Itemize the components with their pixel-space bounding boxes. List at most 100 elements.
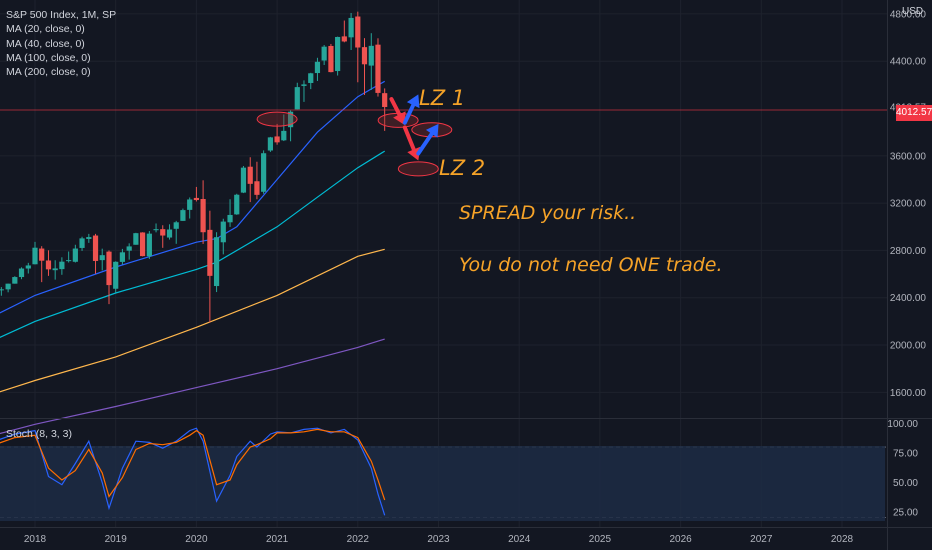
candle-body[interactable]: [160, 229, 166, 236]
candle-body[interactable]: [267, 137, 274, 151]
price-tick-label: 4400.00: [890, 57, 927, 68]
candle-body[interactable]: [254, 181, 260, 195]
candle-body[interactable]: [153, 229, 159, 231]
candle-body[interactable]: [25, 265, 31, 269]
up-arrow-head[interactable]: [406, 94, 420, 109]
candle-body[interactable]: [39, 248, 45, 261]
price-tick-label: 2000.00: [890, 341, 927, 352]
time-tick-label: 2027: [750, 534, 773, 545]
candle-body[interactable]: [126, 246, 132, 251]
price-tick-label: 2400.00: [890, 293, 927, 304]
stochastic-lines: [0, 427, 386, 516]
ma-20-label[interactable]: MA (20, close, 0): [6, 23, 85, 36]
symbol-title[interactable]: S&P 500 Index, 1M, SP: [6, 9, 117, 21]
down-arrow-shaft: [389, 97, 402, 117]
candle-body[interactable]: [328, 45, 334, 73]
time-tick-label: 2019: [105, 534, 128, 545]
candle-body[interactable]: [119, 252, 125, 262]
candle-body[interactable]: [301, 84, 307, 86]
candles[interactable]: [0, 11, 388, 323]
candle-body[interactable]: [341, 36, 347, 42]
candle-body[interactable]: [106, 251, 112, 286]
time-tick-label: 2024: [508, 534, 531, 545]
landing-zone-ellipse[interactable]: [397, 161, 439, 177]
stoch-axis[interactable]: 100.00 75.00 50.00 25.00: [887, 419, 918, 518]
candle-body[interactable]: [0, 289, 4, 291]
down-arrow-head[interactable]: [407, 146, 421, 161]
candle-body[interactable]: [361, 47, 368, 65]
candle-body[interactable]: [79, 238, 85, 248]
up-arrow-head[interactable]: [425, 123, 439, 138]
candle-body[interactable]: [173, 222, 179, 229]
candle-body[interactable]: [99, 255, 105, 261]
candle-body[interactable]: [220, 221, 226, 243]
candle-body[interactable]: [207, 229, 213, 276]
price-tick-label: 3200.00: [890, 199, 927, 210]
trade-arrows[interactable]: [389, 94, 439, 161]
stoch-legend[interactable]: Stoch (8, 3, 3): [6, 428, 72, 440]
time-tick-label: 2023: [427, 534, 450, 545]
stoch-d-line: [0, 428, 386, 501]
time-tick-label: 2020: [185, 534, 208, 545]
candle-body[interactable]: [213, 237, 220, 287]
ma-40-label[interactable]: MA (40, close, 0): [6, 37, 85, 50]
indicator-legend: S&P 500 Index, 1M, SP MA (20, close, 0) …: [6, 8, 116, 79]
candle-body[interactable]: [348, 17, 354, 38]
candle-body[interactable]: [287, 111, 294, 128]
candle-body[interactable]: [261, 153, 267, 192]
candle-body[interactable]: [321, 46, 327, 61]
lz1-label[interactable]: LZ 1: [419, 86, 466, 110]
down-arrow-head[interactable]: [393, 111, 406, 126]
last-price-tag: 4012.57: [896, 105, 932, 121]
candle-body[interactable]: [281, 130, 287, 141]
candle-body[interactable]: [180, 210, 186, 221]
candle-body[interactable]: [294, 87, 300, 110]
candle-body[interactable]: [52, 268, 58, 271]
ma-line: [0, 80, 385, 314]
candle-body[interactable]: [32, 247, 38, 265]
candle-body[interactable]: [193, 197, 199, 201]
lz2-label[interactable]: LZ 2: [439, 156, 486, 180]
candle-body[interactable]: [166, 229, 173, 238]
candle-body[interactable]: [5, 283, 11, 290]
candle-body[interactable]: [86, 237, 92, 239]
note-spread-risk[interactable]: SPREAD your risk..: [459, 202, 637, 224]
candle-body[interactable]: [113, 261, 119, 289]
ma-line: [0, 248, 385, 393]
candle-body[interactable]: [146, 233, 152, 257]
candle-body[interactable]: [133, 233, 139, 245]
price-tick-label: 2800.00: [890, 246, 927, 257]
candle-body[interactable]: [375, 44, 381, 93]
landing-zone-ellipse[interactable]: [256, 111, 298, 127]
time-axis[interactable]: 2018 2019 2020 2021 2022 2023 2024 2025 2026 2027…: [24, 534, 854, 545]
candle-body[interactable]: [187, 199, 193, 210]
ma-100-label[interactable]: MA (100, close, 0): [6, 51, 91, 64]
candle-body[interactable]: [314, 61, 321, 74]
candle-body[interactable]: [247, 166, 253, 184]
candle-body[interactable]: [382, 93, 388, 107]
candle-body[interactable]: [92, 235, 99, 261]
candle-body[interactable]: [72, 248, 78, 262]
candle-body[interactable]: [18, 268, 25, 278]
candle-body[interactable]: [45, 260, 52, 270]
candle-body[interactable]: [368, 45, 374, 66]
candle-body[interactable]: [66, 260, 72, 262]
candle-body[interactable]: [139, 232, 146, 257]
candle-body[interactable]: [274, 136, 280, 143]
candle-body[interactable]: [308, 73, 314, 83]
price-tick-label: 4800.00: [890, 9, 927, 20]
candle-body[interactable]: [335, 36, 341, 72]
candle-body[interactable]: [12, 277, 18, 284]
stoch-band: [0, 446, 885, 521]
candle-body[interactable]: [240, 167, 247, 193]
candle-body[interactable]: [227, 214, 233, 223]
time-tick-label: 2018: [24, 534, 47, 545]
ma-200-label[interactable]: MA (200, close, 0): [6, 66, 91, 79]
candle-body[interactable]: [355, 16, 361, 48]
candle-body[interactable]: [200, 198, 206, 233]
candle-body[interactable]: [234, 194, 240, 215]
up-arrow-shaft: [402, 103, 416, 125]
note-one-trade[interactable]: You do not need ONE trade.: [459, 254, 723, 276]
candle-body[interactable]: [59, 261, 65, 270]
